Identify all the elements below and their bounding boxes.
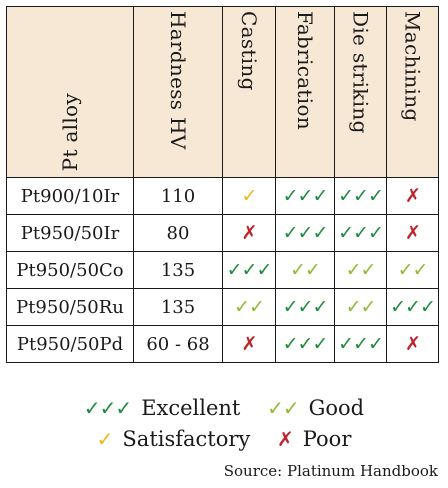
good-rating-icon: ✓✓ — [234, 296, 265, 318]
header-label: Casting — [237, 11, 261, 91]
alloy-cell: Pt950/50Co — [6, 251, 134, 289]
poor-rating-icon: ✗ — [405, 185, 421, 207]
header-label: Fabrication — [293, 11, 317, 130]
table-row: Pt950/50Co 135 ✓✓✓ ✓✓ ✓✓ ✓✓ — [6, 251, 439, 289]
rating-cell: ✗ — [386, 214, 439, 252]
good-rating-icon: ✓✓ — [290, 259, 321, 281]
rating-cell: ✓✓ — [386, 251, 439, 289]
excellent-rating-icon: ✓✓✓ — [226, 259, 273, 281]
legend-satisfactory: ✓ Satisfactory — [97, 427, 257, 451]
excellent-rating-icon: ✓✓✓ — [282, 333, 329, 355]
hardness-cell: 80 — [133, 214, 223, 252]
legend-excellent: ✓✓✓ Excellent — [84, 396, 247, 420]
excellent-rating-icon: ✓✓✓ — [390, 296, 436, 318]
hardness-cell: 135 — [133, 288, 223, 326]
rating-cell: ✓✓✓ — [334, 325, 387, 363]
rating-cell: ✓✓✓ — [334, 177, 387, 215]
rating-cell: ✓✓✓ — [222, 251, 276, 289]
legend-label: Satisfactory — [122, 427, 251, 451]
legend-row-2: ✓ Satisfactory ✗ Poor — [0, 427, 448, 451]
legend-label: Good — [308, 396, 365, 420]
excellent-check-icon: ✓✓✓ — [83, 396, 132, 420]
alloy-properties-table: Pt alloy Hardness HV Casting Fabrication… — [6, 6, 439, 363]
poor-rating-icon: ✗ — [405, 222, 421, 244]
legend-poor: ✗ Poor — [277, 427, 351, 451]
good-rating-icon: ✓✓ — [345, 296, 377, 318]
rating-cell: ✓✓✓ — [275, 177, 335, 215]
header-label: Die striking — [348, 11, 373, 134]
alloy-cell: Pt950/50Ru — [6, 288, 134, 326]
rating-cell: ✓✓ — [334, 288, 387, 326]
excellent-rating-icon: ✓✓✓ — [338, 222, 384, 244]
excellent-rating-icon: ✓✓✓ — [282, 296, 329, 318]
rating-cell: ✗ — [386, 325, 439, 363]
poor-rating-icon: ✗ — [241, 222, 258, 244]
rating-cell: ✓✓✓ — [386, 288, 439, 326]
satisfactory-rating-icon: ✓ — [241, 185, 258, 207]
excellent-rating-icon: ✓✓✓ — [338, 333, 384, 355]
table-row: Pt950/50Pd 60 - 68 ✗ ✓✓✓ ✓✓✓ ✗ — [6, 325, 439, 363]
rating-cell: ✓✓ — [275, 251, 335, 289]
rating-cell: ✗ — [222, 214, 276, 252]
legend-row-1: ✓✓✓ Excellent ✓✓ Good — [0, 396, 448, 420]
header-label: Pt alloy — [58, 92, 82, 171]
good-check-icon: ✓✓ — [267, 396, 300, 420]
legend-good: ✓✓ Good — [267, 396, 364, 420]
table-row: Pt950/50Ir 80 ✗ ✓✓✓ ✓✓✓ ✗ — [6, 214, 439, 252]
rating-cell: ✓✓✓ — [275, 214, 335, 252]
legend-label: Excellent — [141, 396, 241, 420]
rating-cell: ✗ — [386, 177, 439, 215]
source-note: Source: Platinum Handbook — [223, 462, 438, 480]
rating-cell: ✓✓ — [334, 251, 387, 289]
table-row: Pt900/10Ir 110 ✓ ✓✓✓ ✓✓✓ ✗ — [6, 177, 439, 215]
rating-cell: ✓✓ — [222, 288, 276, 326]
hardness-cell: 60 - 68 — [133, 325, 223, 363]
alloy-cell: Pt950/50Pd — [6, 325, 134, 363]
legend-label: Poor — [302, 427, 352, 451]
hardness-cell: 135 — [133, 251, 223, 289]
hardness-cell: 110 — [133, 177, 223, 215]
good-rating-icon: ✓✓ — [345, 259, 377, 281]
header-die-striking: Die striking — [334, 6, 387, 178]
header-label: Machining — [400, 11, 425, 122]
header-label: Hardness HV — [166, 11, 190, 150]
rating-cell: ✓✓✓ — [334, 214, 387, 252]
rating-cell: ✗ — [222, 325, 276, 363]
satisfactory-check-icon: ✓ — [96, 427, 114, 451]
header-pt-alloy: Pt alloy — [6, 6, 134, 178]
good-rating-icon: ✓✓ — [397, 259, 429, 281]
alloy-cell: Pt950/50Ir — [6, 214, 134, 252]
header-casting: Casting — [222, 6, 276, 178]
header-hardness: Hardness HV — [133, 6, 223, 178]
poor-rating-icon: ✗ — [405, 333, 421, 355]
poor-cross-icon: ✗ — [276, 427, 294, 451]
poor-rating-icon: ✗ — [241, 333, 258, 355]
excellent-rating-icon: ✓✓✓ — [282, 222, 329, 244]
header-fabrication: Fabrication — [275, 6, 335, 178]
alloy-cell: Pt900/10Ir — [6, 177, 134, 215]
rating-cell: ✓✓✓ — [275, 288, 335, 326]
rating-cell: ✓ — [222, 177, 276, 215]
table-row: Pt950/50Ru 135 ✓✓ ✓✓✓ ✓✓ ✓✓✓ — [6, 288, 439, 326]
excellent-rating-icon: ✓✓✓ — [338, 185, 384, 207]
excellent-rating-icon: ✓✓✓ — [282, 185, 329, 207]
table-body: Pt900/10Ir 110 ✓ ✓✓✓ ✓✓✓ ✗ Pt950/50Ir 80 ✗ ✓✓✓ ✓✓✓… — [6, 177, 439, 363]
header-machining: Machining — [386, 6, 439, 178]
table-header-row: Pt alloy Hardness HV Casting Fabrication… — [6, 6, 439, 178]
rating-cell: ✓✓✓ — [275, 325, 335, 363]
